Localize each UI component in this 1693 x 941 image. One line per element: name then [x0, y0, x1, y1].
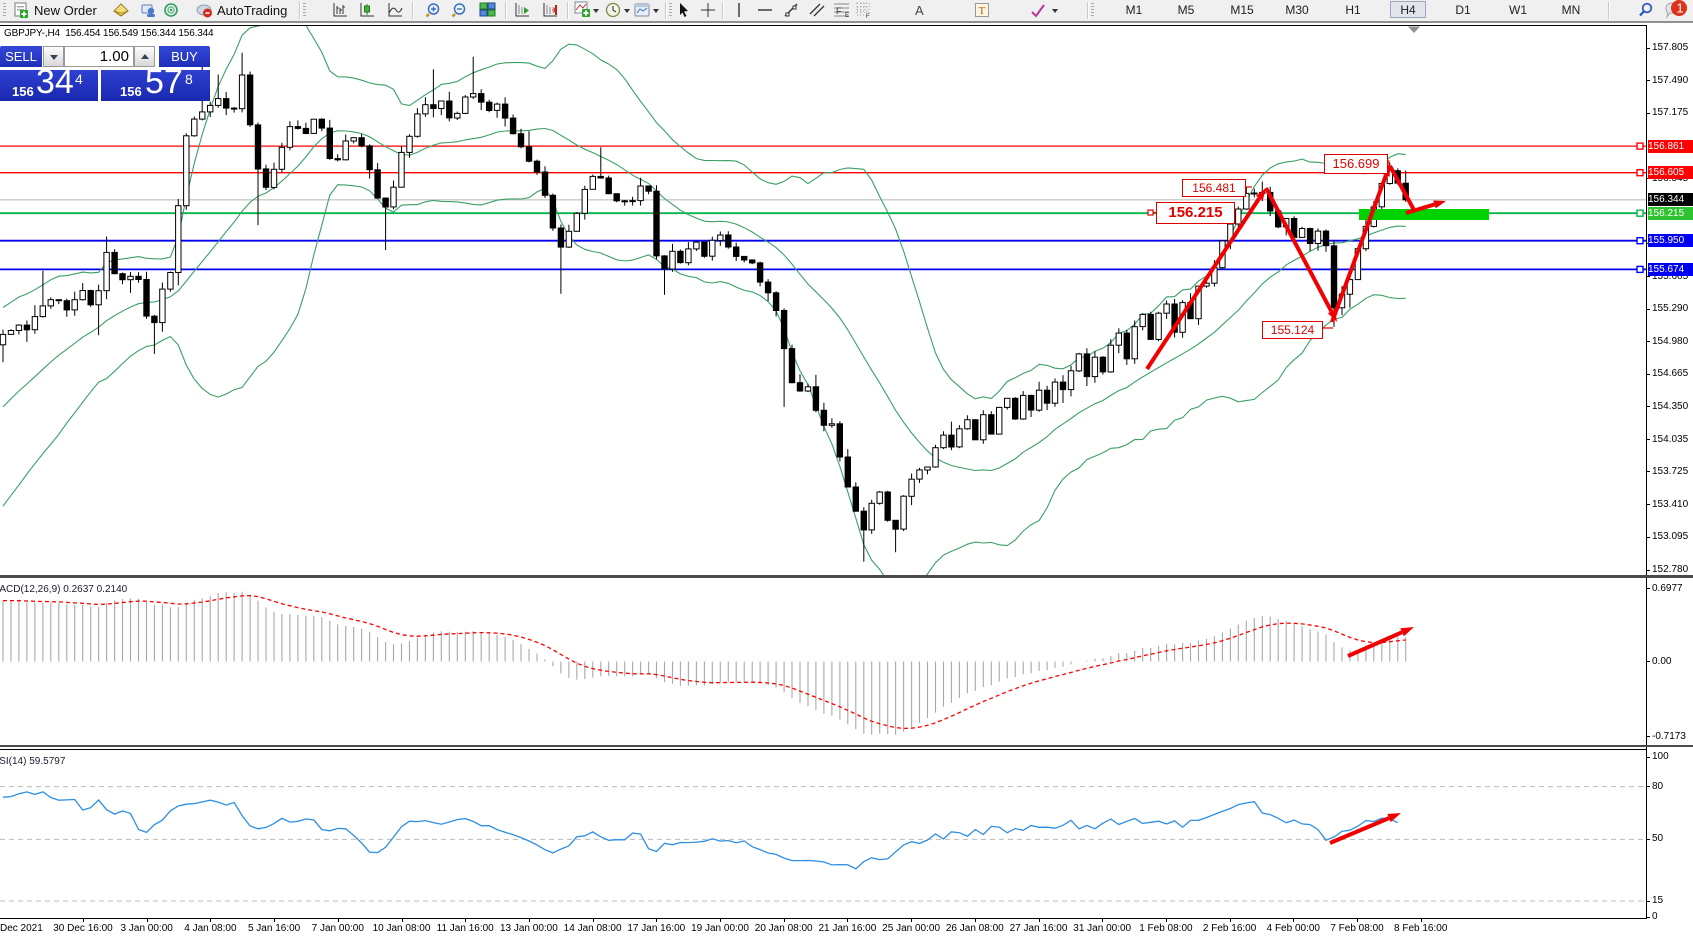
- svg-text:1: 1: [1676, 1, 1683, 16]
- svg-text:E: E: [845, 13, 849, 18]
- svg-text:F: F: [836, 6, 842, 16]
- svg-text:F: F: [866, 14, 870, 18]
- svg-text:T: T: [979, 5, 986, 17]
- svg-text:A: A: [915, 3, 924, 18]
